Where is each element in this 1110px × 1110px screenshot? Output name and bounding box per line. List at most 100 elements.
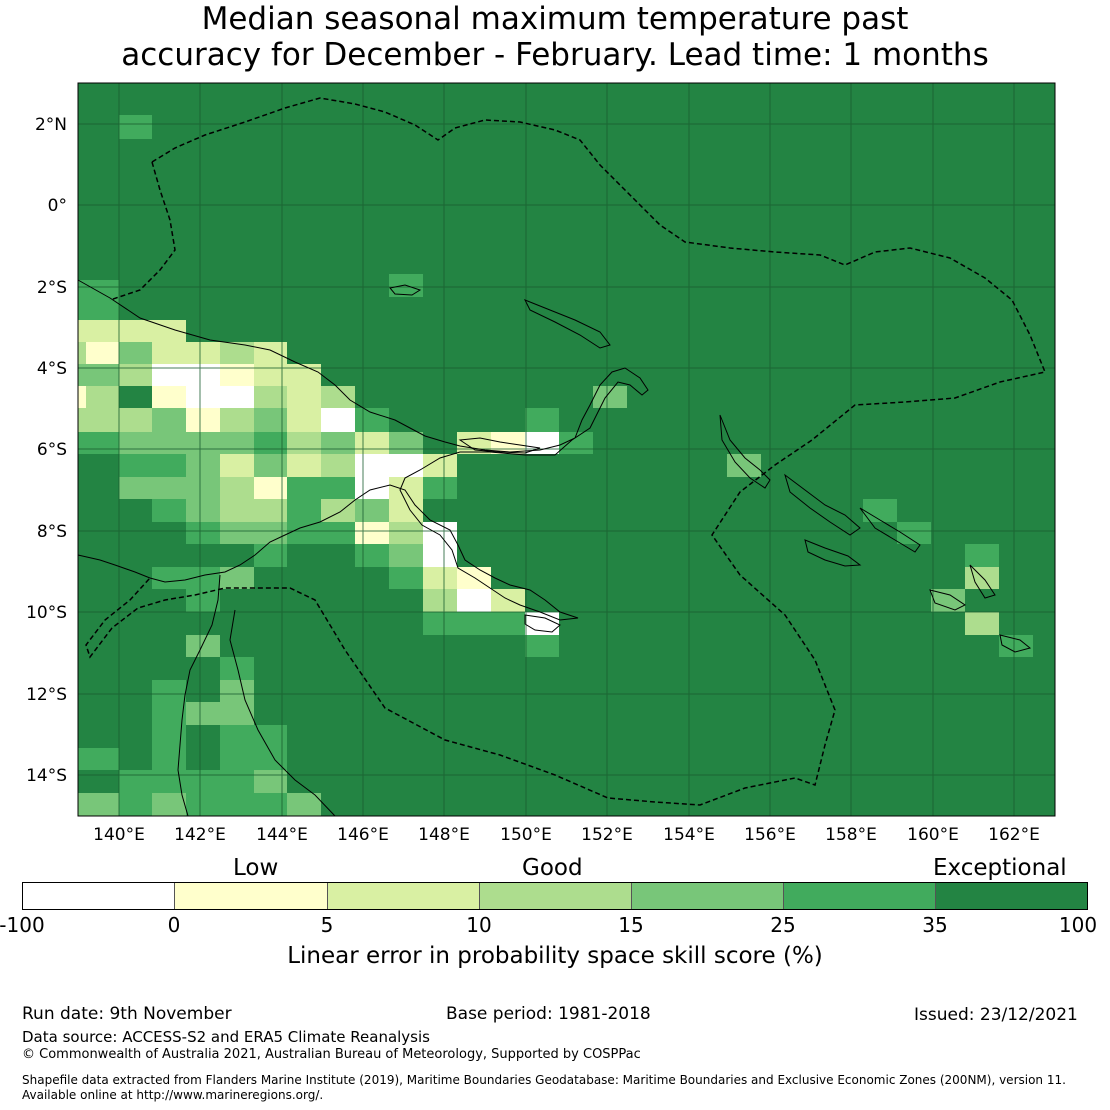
cape-york-east-coast [229, 609, 336, 817]
skill-cell [220, 342, 254, 364]
skill-cell [152, 342, 220, 364]
colorbar-segment [631, 882, 783, 910]
skill-cell [965, 544, 999, 567]
skill-cell [152, 680, 186, 702]
skill-cell [220, 499, 287, 522]
manus-island [389, 284, 422, 296]
skill-cell [254, 544, 287, 567]
skill-cell [389, 477, 423, 499]
skill-cell [78, 320, 119, 342]
skill-cell [863, 499, 897, 522]
skill-cell [152, 364, 220, 386]
skill-cell [321, 499, 355, 522]
skill-cell [186, 522, 220, 544]
skill-cell [457, 612, 525, 635]
guadalcanal-island [929, 589, 966, 611]
skill-cell [78, 748, 119, 770]
skill-cell [78, 408, 119, 432]
lon-tick-label: 152°E [581, 825, 633, 845]
skill-cell [220, 454, 254, 477]
skill-cell [119, 320, 152, 342]
skill-cell [965, 567, 999, 589]
skill-cell [186, 432, 254, 454]
skill-cell [152, 320, 186, 342]
skill-cell [86, 342, 119, 364]
skill-cell [254, 386, 287, 408]
lon-tick-label: 160°E [907, 825, 959, 845]
skill-cell [152, 386, 186, 408]
png-eez-outline [85, 97, 1047, 806]
shapefile-credit-line-1: Shapefile data extracted from Flanders M… [22, 1073, 1066, 1087]
lon-tick-label: 156°E [744, 825, 796, 845]
colorbar-divider [327, 882, 328, 910]
skill-cell [254, 770, 287, 793]
new-britain-west [458, 437, 541, 454]
skill-cell [119, 408, 152, 432]
malaita-island [969, 564, 996, 599]
skill-cell [220, 702, 254, 725]
skill-cell [220, 748, 287, 770]
lat-tick-label: 2°S [37, 278, 67, 298]
skill-cell [287, 793, 321, 816]
category-label-exceptional: Exceptional [933, 855, 1067, 881]
map-title-line-1: Median seasonal maximum temperature past [201, 1, 909, 37]
skill-cell [220, 770, 254, 793]
colorbar-axis-label: Linear error in probability space skill … [287, 943, 823, 969]
colorbar-segment [935, 882, 1088, 910]
skill-cells [78, 115, 1033, 816]
skill-cell [389, 544, 423, 567]
skill-cell [321, 386, 355, 408]
map-title-line-2: accuracy for December - February. Lead t… [121, 37, 989, 73]
colorbar-tick: 5 [320, 913, 334, 937]
skill-cell [78, 386, 86, 408]
skill-cell [119, 770, 220, 793]
skill-cell [999, 635, 1033, 657]
copyright-notice: © Commonwealth of Australia 2021, Austra… [22, 1047, 641, 1062]
lat-tick-label: 10°S [26, 603, 67, 623]
skill-cell [389, 567, 423, 589]
bougainville-island [719, 414, 771, 489]
lon-tick-label: 144°E [256, 825, 308, 845]
lon-tick-label: 142°E [174, 825, 226, 845]
lat-tick-label: 14°S [26, 766, 67, 786]
skill-cell [119, 386, 152, 408]
choiseul-island [784, 473, 861, 536]
skill-cell [321, 408, 355, 432]
skill-cell [152, 748, 186, 770]
colorbar-segment [783, 882, 935, 910]
lat-tick-label: 6°S [37, 440, 67, 460]
colorbar-tick: 0 [167, 913, 181, 937]
cape-york-west-coast [177, 574, 221, 817]
skill-cell [220, 477, 254, 499]
base-period: Base period: 1981-2018 [446, 1004, 651, 1024]
skill-cell [254, 454, 287, 477]
skill-cell [525, 408, 559, 432]
category-label-low: Low [233, 855, 279, 881]
skill-cell [423, 589, 457, 612]
skill-cell [186, 499, 220, 522]
lon-tick-label: 140°E [93, 825, 145, 845]
skill-cell [457, 589, 491, 612]
skill-cell [186, 635, 220, 657]
skill-cell [152, 725, 186, 748]
lon-tick-label: 162°E [988, 825, 1040, 845]
skill-cell [355, 432, 389, 454]
skill-cell [287, 477, 355, 499]
skill-cell [355, 477, 389, 499]
skill-cell [186, 702, 220, 725]
skill-cell [254, 364, 321, 386]
colorbar-divider [631, 882, 632, 910]
skill-cell [119, 432, 186, 454]
skill-cell [186, 454, 220, 477]
colorbar-divider [174, 882, 175, 910]
colorbar-tick: -100 [0, 913, 45, 937]
skill-cell [119, 342, 152, 364]
skill-cell [78, 364, 119, 386]
colorbar-divider [935, 882, 936, 910]
skill-cell [78, 432, 119, 454]
skill-cell [78, 793, 119, 816]
colorbar-tick: 35 [922, 913, 948, 937]
skill-cell [220, 657, 254, 680]
colorbar-tick: 15 [618, 913, 644, 937]
skill-cell [423, 612, 457, 635]
